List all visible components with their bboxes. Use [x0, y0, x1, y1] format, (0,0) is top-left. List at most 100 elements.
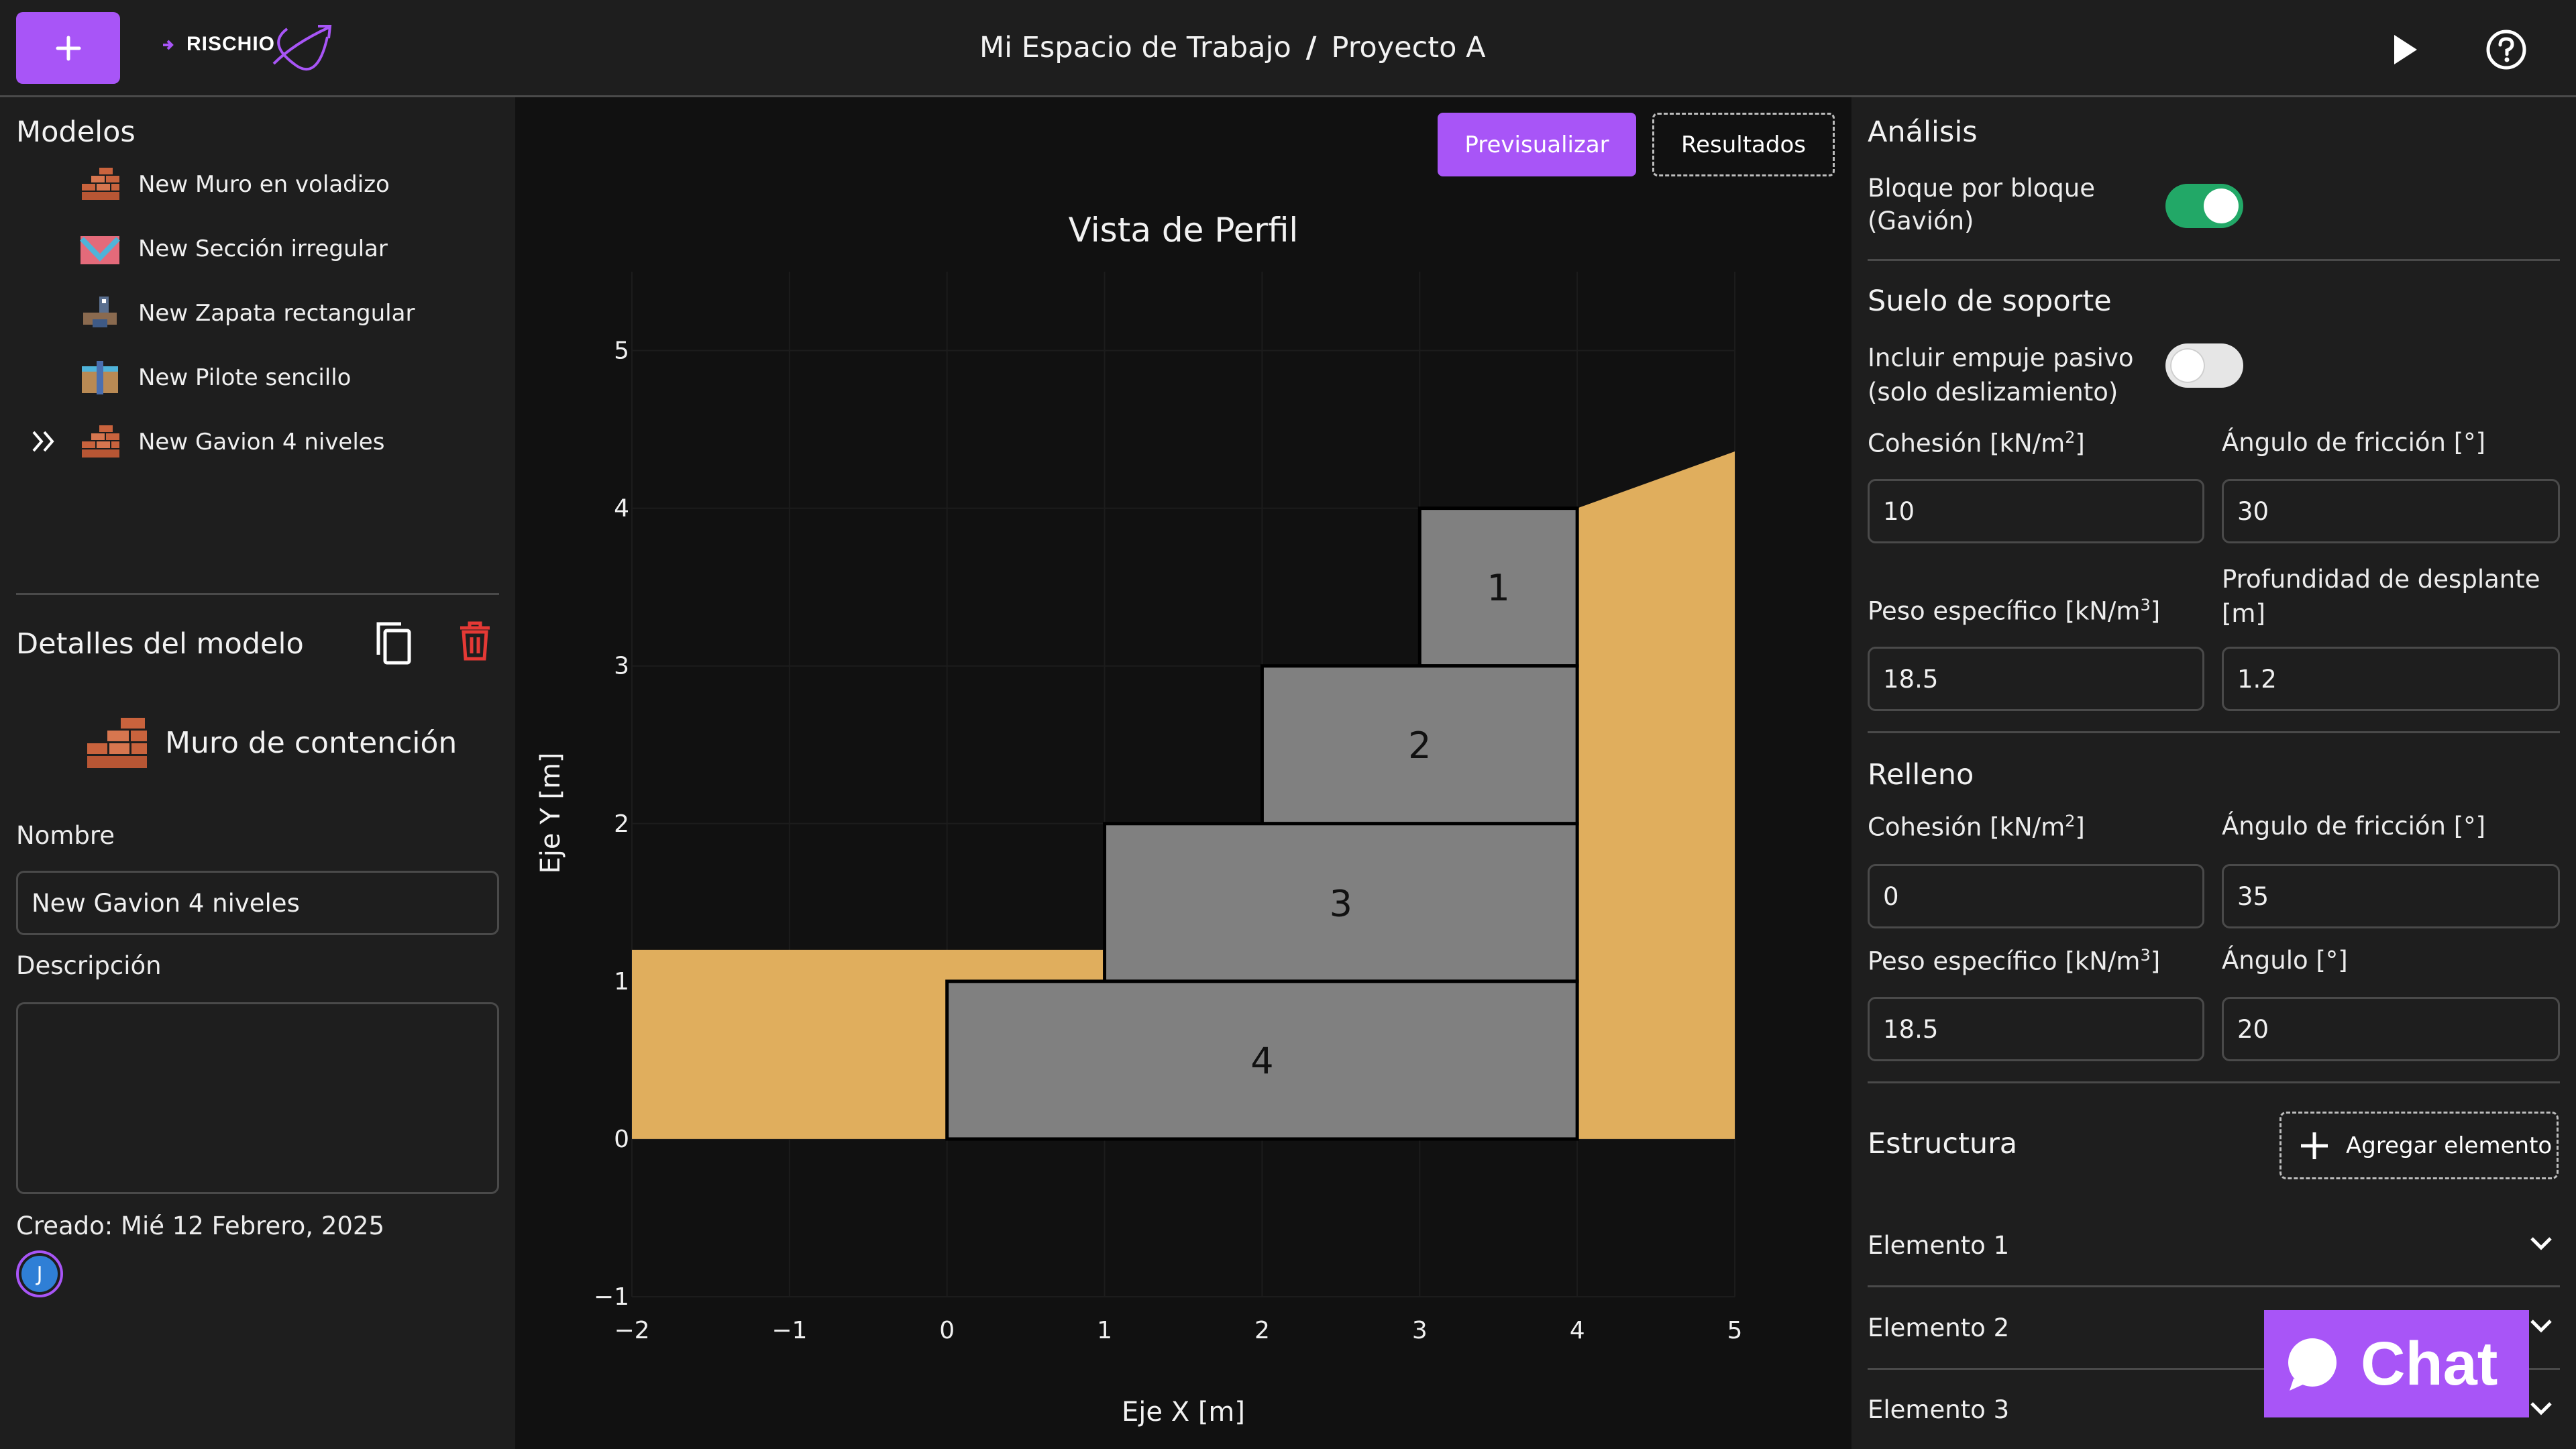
top-bar: [0, 0, 2576, 97]
divider: [16, 593, 499, 595]
chart-ylabel: Eje Y [m]: [535, 752, 566, 873]
accordion-element-3[interactable]: Elemento 3: [1868, 1370, 2560, 1449]
help-button[interactable]: [2485, 28, 2528, 71]
avatar[interactable]: J: [16, 1250, 63, 1297]
name-input[interactable]: New Gavion 4 niveles: [16, 871, 499, 935]
copy-button[interactable]: [373, 620, 415, 669]
accordion-element-1[interactable]: Elemento 1: [1868, 1205, 2560, 1287]
gabion-block: [1260, 664, 1579, 826]
accordion-label: Elemento 3: [1868, 1395, 2010, 1424]
run-button[interactable]: [2385, 31, 2425, 68]
model-item[interactable]: New Pilote sencillo: [79, 356, 352, 399]
accordion-element-2[interactable]: Elemento 2: [1868, 1287, 2560, 1370]
pile-icon: [82, 361, 118, 394]
x-tick-label: −2: [614, 1317, 649, 1344]
depth-label-line2: [m]: [2222, 599, 2265, 628]
chevron-down-icon: [2530, 1237, 2552, 1250]
trash-icon: [460, 621, 490, 661]
footing-icon: [83, 297, 117, 327]
plus-icon: [56, 36, 80, 60]
brick-wall-icon: [87, 718, 147, 768]
label-sup: 3: [2140, 596, 2151, 614]
plus-icon: [2301, 1132, 2328, 1159]
label-close: ]: [2150, 947, 2161, 976]
y-tick-label: 5: [614, 337, 629, 365]
support-cohesion-label: Cohesión [kN/m2]: [1868, 428, 2085, 458]
model-label: New Pilote sencillo: [138, 364, 352, 391]
chart-title: Vista de Perfil: [1069, 211, 1299, 250]
brick-wall-icon: [82, 168, 119, 200]
gabion-block: [945, 979, 1579, 1141]
y-tick-label: 1: [614, 968, 629, 996]
fill-cohesion-label: Cohesión [kN/m2]: [1868, 812, 2085, 841]
play-icon: [2394, 35, 2417, 64]
input-value: 18.5: [1883, 1014, 1939, 1044]
fill-angle-input[interactable]: 20: [2222, 997, 2560, 1061]
model-item-active[interactable]: New Gavion 4 niveles: [79, 421, 384, 464]
name-label: Nombre: [16, 821, 115, 850]
gabion-toggle-label: Bloque por bloque (Gavión): [1868, 172, 2095, 237]
created-date: Creado: Mié 12 Febrero, 2025: [16, 1212, 384, 1240]
passive-toggle-label: Incluir empuje pasivo (solo deslizamient…: [1868, 341, 2134, 409]
model-item[interactable]: New Sección irregular: [79, 227, 388, 270]
gabion-toggle[interactable]: [2165, 184, 2243, 228]
analysis-title: Análisis: [1868, 115, 1978, 149]
breadcrumb-separator: /: [1305, 31, 1317, 64]
y-tick-label: 2: [614, 810, 629, 838]
gabion-toggle-label-line1: Bloque por bloque: [1868, 174, 2095, 203]
label-text: Cohesión [kN/m: [1868, 429, 2065, 458]
input-value: 0: [1883, 881, 1899, 911]
soil-back-area: [1577, 451, 1735, 1139]
fill-friction-input[interactable]: 35: [2222, 864, 2560, 928]
rischio-logo[interactable]: RISCHIO: [160, 17, 334, 80]
divider: [1868, 731, 2560, 733]
chart-ticks: −2 −1 0 1 2 3 4 5 −1 0 1 2 3 4 5: [594, 337, 1743, 1344]
delete-button[interactable]: [456, 620, 494, 665]
chat-button[interactable]: Chat: [2264, 1310, 2529, 1417]
model-item[interactable]: New Muro en voladizo: [79, 163, 390, 206]
toggle-knob: [2170, 348, 2205, 383]
passive-toggle-label-line1: Incluir empuje pasivo: [1868, 343, 2134, 372]
support-cohesion-input[interactable]: 10: [1868, 479, 2204, 543]
model-item[interactable]: New Zapata rectangular: [79, 292, 415, 335]
toggle-knob: [2204, 189, 2239, 223]
fill-title: Relleno: [1868, 758, 1974, 792]
input-value: 1.2: [2237, 664, 2277, 694]
passive-toggle[interactable]: [2165, 343, 2243, 388]
block-label: 3: [1330, 882, 1352, 924]
model-type-icon: [83, 716, 150, 773]
x-tick-label: 5: [1727, 1317, 1743, 1344]
irregular-section-icon: [80, 236, 120, 264]
label-text: Cohesión [kN/m: [1868, 812, 2065, 842]
model-type-label: Muro de contención: [165, 726, 458, 760]
fill-angle-label: Ángulo [°]: [2222, 946, 2348, 975]
breadcrumb-project[interactable]: Proyecto A: [1331, 31, 1486, 64]
y-tick-label: 4: [614, 495, 629, 523]
add-element-button[interactable]: Agregar elemento: [2279, 1112, 2559, 1179]
breadcrumb-workspace[interactable]: Mi Espacio de Trabajo: [979, 31, 1291, 64]
preview-button[interactable]: Previsualizar: [1438, 113, 1636, 176]
add-model-button[interactable]: [16, 12, 120, 84]
models-title: Modelos: [16, 115, 136, 149]
support-depth-label: Profundidad de desplante [m]: [2222, 562, 2540, 631]
add-element-label: Agregar elemento: [2346, 1132, 2553, 1159]
divider: [1868, 1081, 2560, 1083]
details-title: Detalles del modelo: [16, 627, 304, 661]
fill-weight-input[interactable]: 18.5: [1868, 997, 2204, 1061]
description-input[interactable]: [16, 1002, 499, 1194]
label-close: ]: [2075, 812, 2085, 842]
chevron-down-icon: [2530, 1402, 2552, 1415]
label-sup: 2: [2065, 428, 2076, 447]
input-value: 10: [1883, 496, 1915, 526]
model-label: New Sección irregular: [138, 235, 388, 262]
results-button[interactable]: Resultados: [1652, 113, 1835, 176]
right-panel: [1851, 97, 2576, 1449]
support-weight-input[interactable]: 18.5: [1868, 647, 2204, 711]
logo-text: RISCHIO: [186, 33, 276, 55]
label-text: Peso específico [kN/m: [1868, 947, 2141, 976]
support-friction-input[interactable]: 30: [2222, 479, 2560, 543]
chat-label: Chat: [2361, 1329, 2498, 1398]
support-depth-input[interactable]: 1.2: [2222, 647, 2560, 711]
fill-cohesion-input[interactable]: 0: [1868, 864, 2204, 928]
